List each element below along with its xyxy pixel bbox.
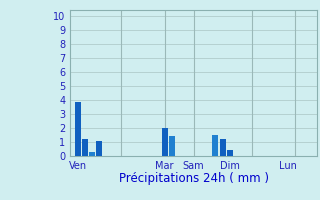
Bar xyxy=(82,139,88,156)
Bar xyxy=(227,150,233,156)
Bar xyxy=(75,102,81,156)
X-axis label: Précipitations 24h ( mm ): Précipitations 24h ( mm ) xyxy=(119,172,268,185)
Bar xyxy=(169,136,175,156)
Bar xyxy=(162,128,168,156)
Bar xyxy=(96,141,102,156)
Bar xyxy=(220,139,226,156)
Bar xyxy=(212,135,219,156)
Bar xyxy=(89,152,95,156)
